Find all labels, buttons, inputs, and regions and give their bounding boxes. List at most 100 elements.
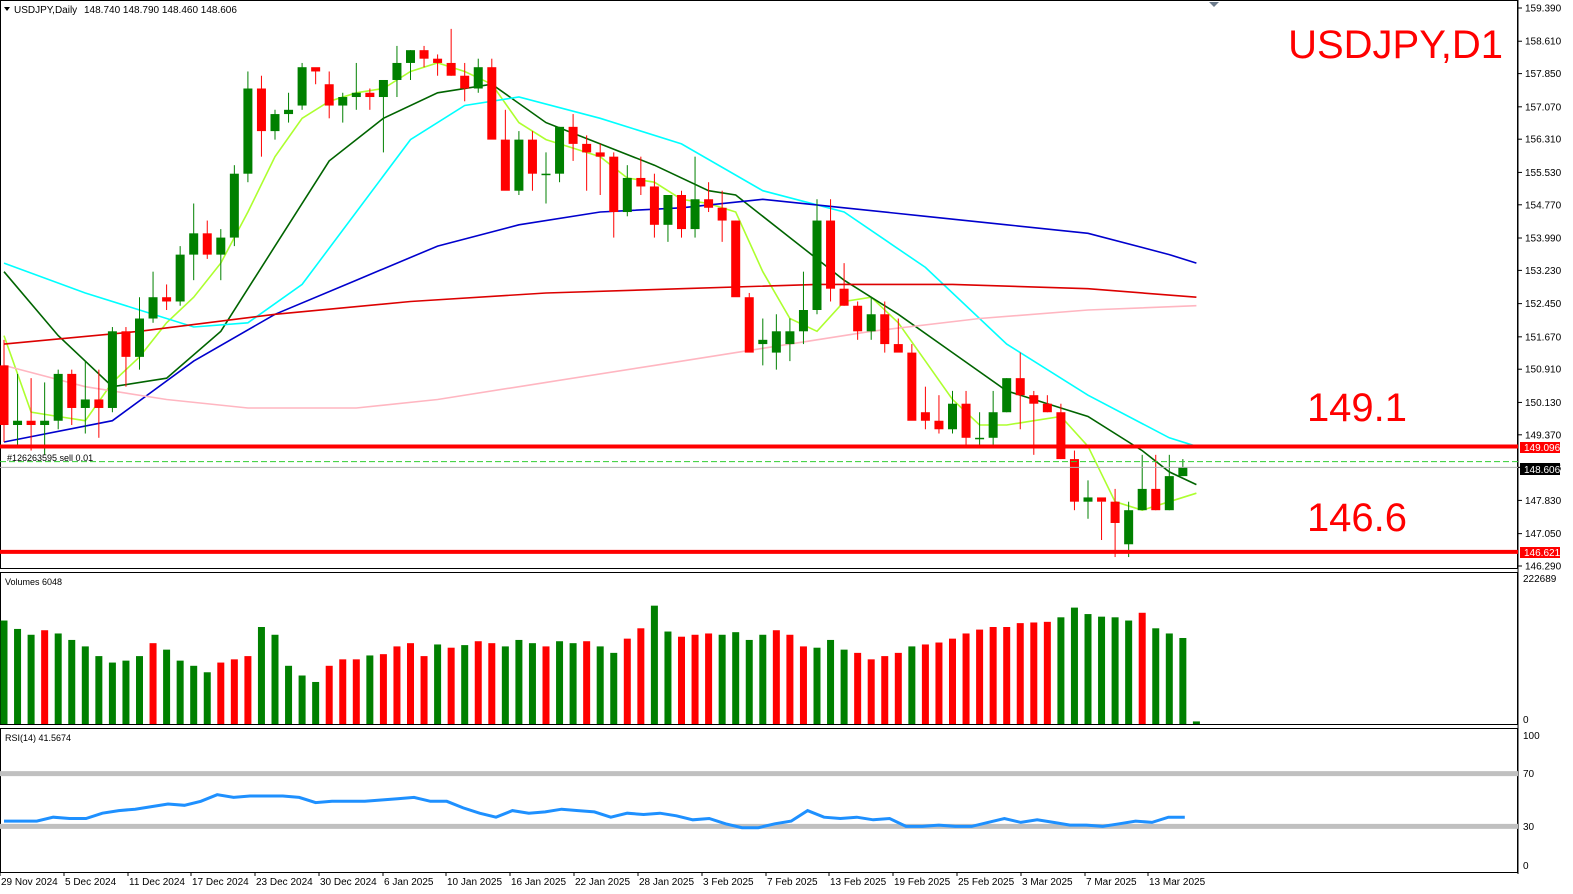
rsi-line xyxy=(4,793,1185,830)
time-tick-label: 23 Dec 2024 xyxy=(256,877,313,888)
volume-bar xyxy=(1179,637,1187,724)
volume-bar xyxy=(596,646,604,724)
volume-bar xyxy=(962,633,970,724)
price-tick-label: 159.390 xyxy=(1525,4,1562,15)
volume-bar xyxy=(813,647,821,724)
candle-body xyxy=(121,331,131,357)
volume-bar xyxy=(149,643,157,724)
volume-bar xyxy=(650,605,658,724)
time-tick-label: 13 Feb 2025 xyxy=(830,877,887,888)
volume-bar xyxy=(81,646,89,724)
volume-bar xyxy=(420,656,428,724)
volume-bar xyxy=(678,636,685,724)
price-tick-label: 147.050 xyxy=(1525,529,1562,540)
symbol-menu-icon[interactable] xyxy=(4,7,10,11)
price-levels xyxy=(0,444,1518,554)
candle-body xyxy=(893,344,903,353)
bid-tag: 148.606 xyxy=(1524,465,1561,476)
line-low-tag: 146.621 xyxy=(1524,548,1561,559)
volume-bar xyxy=(14,628,22,724)
candle-body xyxy=(13,420,23,426)
candle-body xyxy=(663,194,673,225)
candle-body xyxy=(1069,459,1079,502)
volume-bar xyxy=(1003,627,1011,724)
candle-body xyxy=(920,412,930,421)
candle-body xyxy=(256,88,266,132)
time-tick-label: 30 Dec 2024 xyxy=(320,877,377,888)
volume-bar xyxy=(935,642,943,724)
volume-min-label: 0 xyxy=(1523,715,1529,726)
candle-body xyxy=(880,314,890,345)
volume-bar xyxy=(285,665,293,724)
candle-body xyxy=(1056,412,1066,460)
price-tick-label: 156.310 xyxy=(1525,135,1562,146)
price-tick-label: 152.450 xyxy=(1525,299,1562,310)
candle-body xyxy=(1029,395,1039,404)
candle-body xyxy=(338,97,348,106)
volume-bar xyxy=(379,654,387,724)
volume-bar xyxy=(366,655,374,724)
candle-body xyxy=(284,109,294,115)
volume-bar xyxy=(244,656,252,724)
candle-body xyxy=(107,331,117,408)
candle-body xyxy=(731,220,741,298)
candle-body xyxy=(744,297,754,353)
volume-bar xyxy=(1030,622,1038,724)
candle-body xyxy=(148,297,158,319)
candle-body xyxy=(487,67,497,140)
candle-body xyxy=(948,403,957,430)
candle-body xyxy=(460,75,470,89)
volume-bar xyxy=(881,656,889,724)
price-tick-label: 157.850 xyxy=(1525,69,1562,80)
candle-body xyxy=(934,420,944,430)
candle-body xyxy=(636,177,646,187)
volume-bar xyxy=(434,644,442,724)
volume-bar xyxy=(407,643,414,724)
candle-body xyxy=(135,318,144,357)
rsi-panel[interactable] xyxy=(0,728,1518,873)
candle-body xyxy=(229,173,239,238)
volume-bar xyxy=(664,631,672,724)
volume-bar xyxy=(108,662,116,724)
candle-body xyxy=(622,177,632,213)
volume-bar xyxy=(799,646,807,724)
shift-marker-icon[interactable] xyxy=(1209,2,1219,7)
line-high-tag: 149.096 xyxy=(1524,443,1561,454)
volume-bar xyxy=(745,639,753,724)
volume-label: Volumes 6048 xyxy=(5,577,62,587)
price-panel[interactable] xyxy=(0,0,1518,569)
volume-bar xyxy=(528,643,536,724)
volume-bar xyxy=(298,675,306,724)
volume-bar xyxy=(759,634,767,724)
watermark-title: USDJPY,D1 xyxy=(1288,23,1503,67)
volume-bar xyxy=(921,644,929,724)
candle-body xyxy=(853,305,863,332)
volume-bar xyxy=(623,638,631,724)
candle-body xyxy=(40,420,50,426)
candle-body xyxy=(1124,510,1134,545)
candle-body xyxy=(473,67,483,89)
candle-body xyxy=(649,186,659,225)
candle-body xyxy=(324,84,334,106)
volume-bar xyxy=(488,643,496,724)
time-tick-label: 25 Feb 2025 xyxy=(958,877,1015,888)
volume-bar xyxy=(691,634,699,724)
candle-body xyxy=(202,233,212,255)
volume-bar xyxy=(257,627,265,724)
volume-bar xyxy=(976,629,984,724)
volume-bar xyxy=(312,681,320,724)
candle-body xyxy=(500,139,510,191)
rsi-max-label: 100 xyxy=(1523,731,1540,742)
candle-body xyxy=(771,331,781,353)
volume-bar xyxy=(1192,721,1200,724)
volume-bar xyxy=(569,643,577,724)
volume-panel[interactable] xyxy=(0,572,1518,725)
candle-body xyxy=(67,373,77,408)
time-tick-label: 13 Mar 2025 xyxy=(1149,877,1206,888)
line-high-tag-bg xyxy=(1520,442,1560,453)
price-tick-label: 147.830 xyxy=(1525,496,1562,507)
volume-bar xyxy=(772,630,780,724)
volume-bar xyxy=(908,646,916,724)
candle-body xyxy=(406,50,415,63)
volume-bar xyxy=(786,634,794,724)
